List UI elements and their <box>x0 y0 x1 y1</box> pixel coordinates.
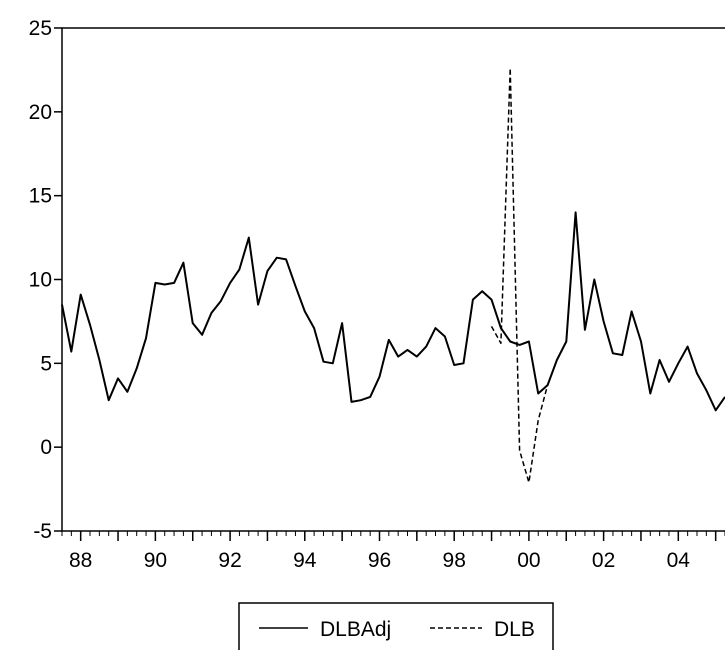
legend-box <box>238 602 554 650</box>
y-tick-label: 0 <box>40 436 52 459</box>
x-tick-label: 94 <box>293 549 317 572</box>
x-tick-label: 02 <box>592 549 615 572</box>
plot-area <box>61 27 725 532</box>
y-tick-label: 5 <box>40 352 52 375</box>
x-tick-label: 04 <box>667 549 691 572</box>
y-tick-label: 10 <box>29 269 52 292</box>
legend-label-dlbadj: DLBAdj <box>320 618 391 641</box>
legend: DLBAdj DLB <box>238 602 554 650</box>
legend-label-dlb: DLB <box>494 618 535 641</box>
y-axis: -5 0 5 10 15 20 25 <box>29 17 62 543</box>
y-tick-label: 15 <box>29 185 52 208</box>
x-tick-label: 92 <box>218 549 241 572</box>
plot-frame <box>61 27 725 532</box>
x-tick-label: 00 <box>517 549 540 572</box>
series-line-dlbadj <box>61 211 725 412</box>
y-tick-label: 25 <box>29 17 52 40</box>
series-layer <box>61 67 725 484</box>
y-tick-label: 20 <box>29 101 52 124</box>
series-line-dlb <box>490 67 549 484</box>
x-axis: 88 90 92 94 96 98 00 02 04 <box>61 531 725 572</box>
x-tick-label: 90 <box>144 549 167 572</box>
x-tick-label: 88 <box>69 549 92 572</box>
x-tick-label: 96 <box>368 549 391 572</box>
x-tick-label: 98 <box>443 549 466 572</box>
y-tick-label: -5 <box>33 520 52 543</box>
